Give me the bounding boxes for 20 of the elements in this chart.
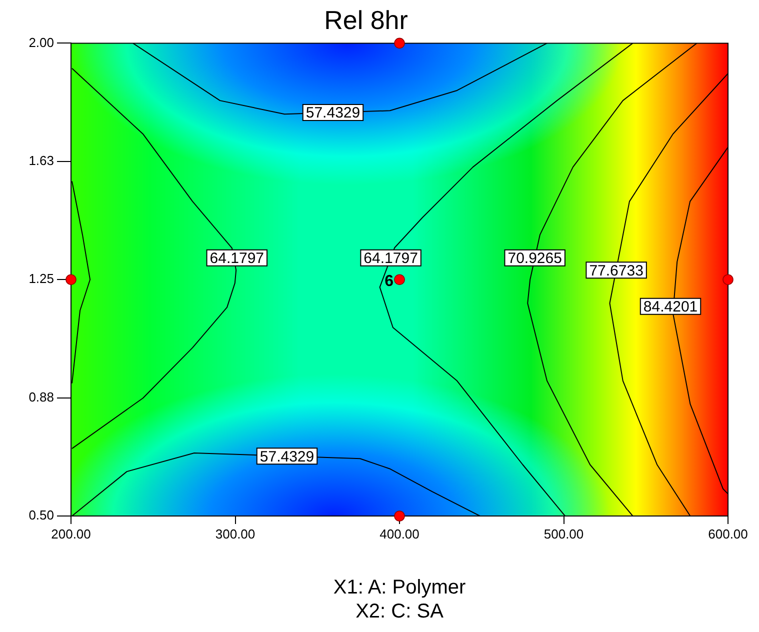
annotation: 57.4329 [306, 104, 360, 122]
x-axis-title: X1: A: Polymer X2: C: SA [333, 576, 466, 623]
x-tick-label: 400.00 [380, 526, 420, 542]
y-tick-label: 0.50 [28, 508, 54, 523]
y-tick-label: 2.00 [28, 34, 54, 50]
y-tick-label: 1.63 [28, 152, 54, 168]
annotation: 57.4329 [260, 448, 314, 466]
x-tick-label: 200.00 [51, 526, 91, 542]
x-tick-label: 600.00 [708, 526, 748, 542]
chart-title: Rel 8hr [324, 4, 408, 35]
y-tick-label: 0.88 [28, 389, 54, 404]
annotation: 6 [384, 273, 394, 290]
annotation: 64.1797 [210, 250, 264, 267]
x-tick-label: 300.00 [215, 526, 256, 542]
annotation: 84.4201 [643, 298, 698, 316]
y-tick-label: 1.25 [28, 271, 54, 286]
x-tick-label: 500.00 [544, 526, 584, 542]
annotation: 77.6733 [589, 262, 644, 280]
annotation: 70.9265 [508, 250, 562, 267]
annotation: 64.1797 [364, 250, 418, 267]
